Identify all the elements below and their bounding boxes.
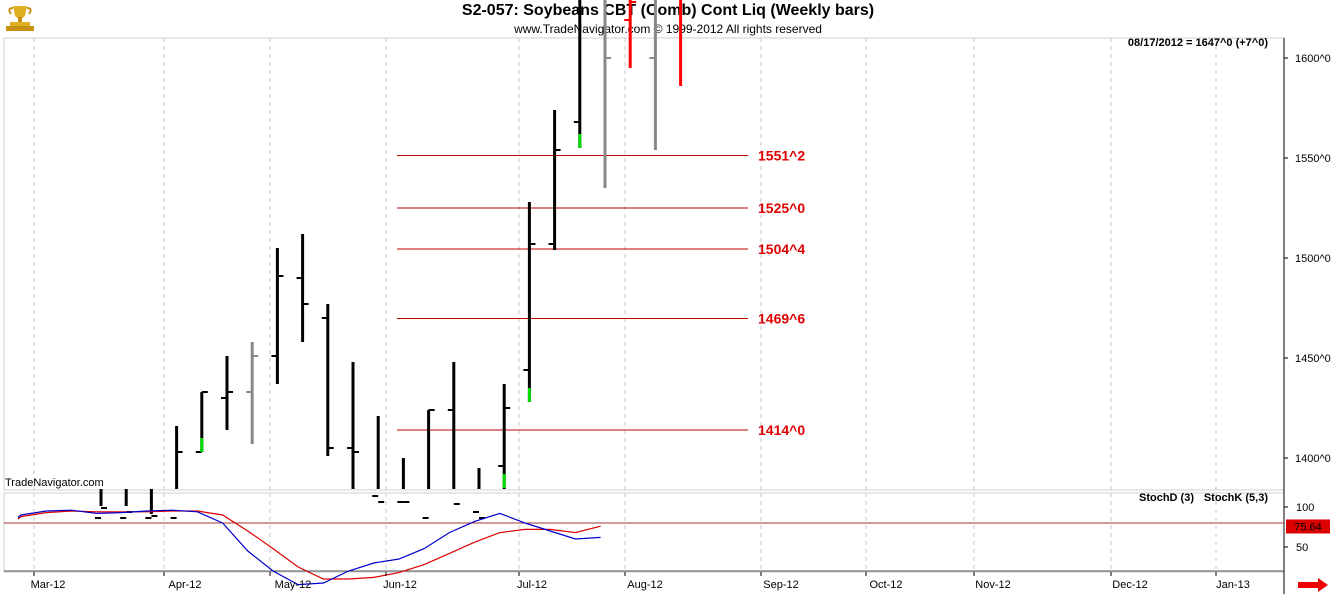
price-bar-18[interactable] — [548, 110, 561, 250]
stochastic-panel[interactable] — [3, 492, 1285, 573]
price-bar-7[interactable] — [271, 248, 284, 384]
y-tick-label-0: 1400^0 — [1295, 453, 1331, 465]
price-bar-9[interactable] — [321, 304, 334, 456]
price-bar-13[interactable] — [422, 409, 435, 519]
y-tick-label-3: 1550^0 — [1295, 153, 1331, 165]
price-bar-23[interactable] — [675, 0, 687, 86]
stoch-y-tick-label-0: 50 — [1296, 542, 1308, 554]
x-tick-label-8: Nov-12 — [975, 579, 1010, 591]
price-bar-12[interactable] — [397, 458, 410, 503]
scroll-right-arrow-icon[interactable] — [1298, 578, 1328, 592]
price-bar-3[interactable] — [170, 426, 183, 519]
price-bar-6[interactable] — [246, 342, 259, 444]
price-bar-5[interactable] — [221, 356, 233, 430]
x-tick-label-3: Jun-12 — [383, 579, 417, 591]
lower-level-label-4: 1414^0 — [758, 422, 805, 438]
grid-lines — [33, 38, 1217, 572]
price-bar-2[interactable] — [145, 489, 158, 519]
legend-stochk: StochK (5,3) — [1204, 492, 1269, 504]
x-tick-label-9: Dec-12 — [1112, 579, 1147, 591]
legend-stochd: StochD (3) — [1139, 492, 1194, 504]
chart-title: S2-057: Soybeans CBT (Comb) Cont Liq (We… — [461, 2, 875, 19]
y-tick-label-4: 1600^0 — [1295, 53, 1331, 65]
x-tick-label-0: Mar-12 — [31, 579, 66, 591]
stoch-y-tick-label-1: 100 — [1296, 502, 1314, 514]
price-bar-22[interactable] — [649, 0, 661, 150]
x-tick-label-10: Jan-13 — [1216, 579, 1250, 591]
price-bar-14[interactable] — [447, 362, 460, 505]
price-readout: 08/17/2012 = 1647^0 (+7^0) — [1128, 37, 1268, 49]
x-tick-label-4: Jul-12 — [517, 579, 547, 591]
stoch-last-box — [1286, 519, 1330, 534]
price-panel[interactable] — [3, 37, 1285, 491]
lower-level-label-1: 1525^0 — [758, 200, 805, 216]
price-bar-20[interactable] — [599, 0, 611, 188]
trophy-icon[interactable] — [4, 2, 36, 34]
price-bar-16[interactable] — [498, 384, 511, 489]
price-bar-4[interactable] — [195, 391, 208, 453]
y-tick-label-2: 1500^0 — [1295, 253, 1331, 265]
stoch-series-1 — [17, 509, 601, 586]
price-bar-19[interactable] — [573, 0, 586, 148]
price-bar-21[interactable] — [624, 0, 637, 68]
price-bar-0[interactable] — [95, 489, 107, 519]
copyright-text: www.TradeNavigator.com © 1999-2012 All r… — [514, 22, 822, 36]
price-bar-8[interactable] — [296, 234, 309, 342]
lower-level-label-2: 1504^4 — [758, 241, 805, 257]
x-tick-label-6: Sep-12 — [763, 579, 798, 591]
stoch-last-label: 75.64 — [1294, 521, 1322, 533]
x-tick-label-2: May-12 — [275, 579, 312, 591]
x-tick-label-7: Oct-12 — [869, 579, 902, 591]
lower-level-label-0: 1551^2 — [758, 148, 805, 164]
price-bar-17[interactable] — [523, 202, 536, 402]
x-tick-label-1: Apr-12 — [168, 579, 201, 591]
price-bar-11[interactable] — [372, 416, 385, 503]
stoch-series-0 — [17, 510, 601, 580]
price-bar-10[interactable] — [347, 362, 359, 489]
x-tick-label-5: Aug-12 — [627, 579, 662, 591]
watermark-text: TradeNavigator.com — [5, 477, 104, 489]
lower-level-label-3: 1469^6 — [758, 311, 805, 327]
y-tick-label-1: 1450^0 — [1295, 353, 1331, 365]
